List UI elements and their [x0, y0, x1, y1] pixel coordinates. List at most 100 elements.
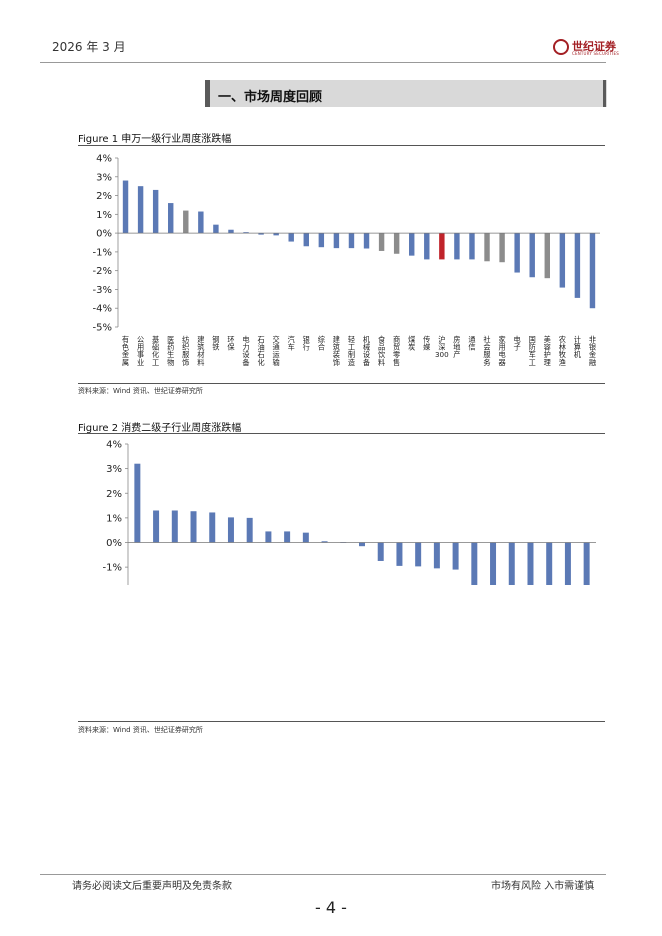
- category-label: 房地产: [453, 335, 460, 359]
- category-label: 国防军工: [529, 335, 536, 367]
- y-tick-label: -5%: [93, 323, 112, 334]
- bar-14: [318, 233, 325, 248]
- bar-17: [433, 542, 440, 569]
- bar-15: [333, 233, 340, 249]
- figure-2-bottom-rule: [78, 721, 605, 722]
- bar-7: [246, 517, 253, 543]
- footer-divider: [40, 874, 606, 875]
- bar-6: [198, 211, 204, 234]
- category-label: 通信: [468, 335, 475, 352]
- category-label: 有色金属: [122, 335, 129, 367]
- bar-23: [546, 542, 553, 585]
- y-tick-label: 3%: [106, 464, 122, 475]
- y-tick-label: -3%: [93, 285, 112, 296]
- bar-4: [168, 203, 174, 234]
- section-heading-end-stripe: [603, 80, 606, 107]
- category-label: 石油石化: [257, 335, 264, 367]
- bar-25: [583, 542, 590, 585]
- category-label: 电力设备: [242, 335, 249, 367]
- category-label: 基础化工: [152, 335, 159, 367]
- bar-16: [415, 542, 422, 567]
- bar-20: [409, 233, 415, 256]
- y-tick-label: -1%: [93, 247, 112, 258]
- category-label: 食品饮料: [378, 335, 386, 367]
- bar-13: [359, 542, 365, 547]
- category-label: 公用事业: [137, 335, 144, 367]
- bar-9: [284, 531, 291, 543]
- y-tick-label: 4%: [106, 440, 122, 451]
- y-tick-label: 3%: [96, 172, 112, 183]
- category-label: 交通运输: [273, 335, 280, 367]
- bar-3: [152, 189, 159, 234]
- bar-27: [514, 233, 520, 273]
- bar-20: [490, 542, 497, 585]
- bar-9: [243, 232, 249, 234]
- category-label: 综合: [318, 335, 325, 352]
- bar-2: [153, 510, 160, 543]
- logo-emblem-icon: [553, 39, 569, 55]
- category-label: 纺织服饰: [182, 335, 189, 367]
- bar-22: [439, 233, 445, 260]
- category-label: 商贸零售: [393, 335, 400, 367]
- bar-23: [454, 233, 460, 260]
- bar-18: [378, 233, 385, 251]
- figure-1-bottom-rule: [78, 383, 605, 384]
- category-label: 建筑装饰: [333, 335, 340, 367]
- y-tick-label: 4%: [96, 154, 112, 165]
- figure-1-chart: 4% 3% 2% 1% 0% -1% -2% -3% -4% -5% 有色金属 公用事业 基础化工 医药生…: [93, 154, 600, 367]
- section-heading-stripe: [205, 80, 210, 107]
- category-label: 家用电器: [498, 335, 505, 367]
- figure-2-top-rule: [78, 433, 605, 434]
- category-label: 煤炭: [408, 335, 415, 352]
- y-tick-label: 1%: [106, 513, 122, 524]
- bar-13: [303, 233, 309, 247]
- category-label: 电子: [514, 335, 521, 352]
- category-label: 银行: [303, 335, 310, 352]
- y-tick-label: 2%: [106, 489, 122, 500]
- footer-risk-warning: 市场有风险 入市需谨慎: [491, 881, 595, 892]
- bar-10: [302, 532, 309, 543]
- bar-4: [190, 511, 197, 543]
- bar-18: [452, 542, 459, 570]
- category-label: 计算机: [574, 335, 582, 359]
- section-title: 一、市场周度回顾: [218, 90, 323, 105]
- bar-2: [137, 186, 144, 234]
- section-heading: 一、市场周度回顾: [205, 80, 607, 107]
- category-label: 农林牧渔: [559, 335, 566, 367]
- y-tick-label: -4%: [93, 304, 112, 315]
- bar-16: [348, 233, 355, 249]
- bar-30: [559, 233, 566, 288]
- category-label: 沪深 300: [435, 335, 449, 359]
- y-tick-label: -2%: [93, 266, 112, 277]
- y-tick-label: 2%: [96, 191, 112, 202]
- bar-25: [484, 233, 490, 262]
- page-number: - 4 -: [315, 898, 347, 917]
- bar-5: [183, 210, 189, 234]
- bar-19: [393, 233, 400, 254]
- bar-28: [529, 233, 535, 278]
- category-label: 汽车: [288, 335, 295, 352]
- y-tick-label: -1%: [103, 563, 122, 574]
- bar-19: [471, 542, 478, 585]
- category-label: 机械设备: [363, 335, 371, 367]
- bar-24: [564, 542, 571, 585]
- bar-7: [213, 224, 219, 234]
- bar-8: [228, 229, 234, 234]
- bar-11: [273, 233, 279, 236]
- category-label: 轻工制造: [348, 335, 355, 367]
- bar-21: [424, 233, 430, 260]
- category-label: 社会服务: [483, 335, 490, 367]
- bar-8: [265, 531, 272, 543]
- category-label: 建筑材料: [197, 335, 204, 367]
- bar-22: [527, 542, 534, 585]
- header-divider: [40, 62, 606, 63]
- category-label: 医药生物: [167, 335, 174, 367]
- category-label: 钢铁: [212, 335, 219, 352]
- bar-6: [227, 517, 234, 543]
- category-label: 传媒: [423, 335, 430, 352]
- bar-3: [171, 510, 178, 543]
- y-tick-label: 0%: [106, 538, 122, 549]
- figure-2-chart: 4%3%2%1%0%-1%-2%-3%-4%调味发酵品Ⅱ照明设备Ⅱ服装家纺贸易Ⅱ…: [103, 440, 596, 585]
- bar-31: [574, 233, 581, 298]
- y-tick-label: 1%: [96, 210, 112, 221]
